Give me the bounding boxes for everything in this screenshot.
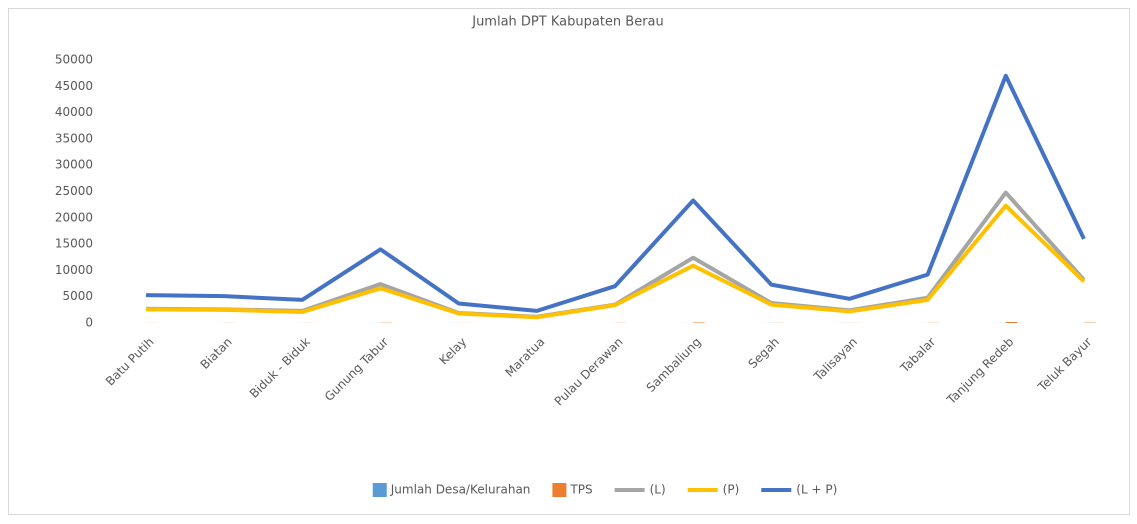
bar xyxy=(1005,322,1018,323)
legend-item: Jumlah Desa/Kelurahan xyxy=(372,483,531,497)
y-tick-label: 20000 xyxy=(55,210,93,224)
line-series xyxy=(146,73,1086,313)
legend-label: (P) xyxy=(723,483,740,497)
legend-swatch xyxy=(552,483,567,497)
line-series xyxy=(146,203,1086,320)
y-tick-label: 25000 xyxy=(55,184,93,198)
y-tick-label: 10000 xyxy=(55,263,93,277)
y-tick-label: 30000 xyxy=(55,158,93,172)
legend-item: TPS xyxy=(552,483,593,497)
legend-swatch xyxy=(372,483,387,497)
y-tick-label: 40000 xyxy=(55,105,93,119)
y-tick-label: 5000 xyxy=(62,289,93,303)
legend-item: (L + P) xyxy=(761,483,837,497)
legend-label: (L + P) xyxy=(796,483,837,497)
legend-label: Jumlah Desa/Kelurahan xyxy=(390,483,531,497)
chart-frame xyxy=(8,8,1130,515)
y-tick-label: 50000 xyxy=(55,53,93,67)
y-tick-label: 15000 xyxy=(55,237,93,251)
y-tick-label: 0 xyxy=(85,316,93,330)
chart-title: Jumlah DPT Kabupaten Berau xyxy=(471,15,664,30)
legend-item: (P) xyxy=(687,483,740,497)
legend-label: (L) xyxy=(650,483,666,497)
legend-label: TPS xyxy=(569,483,592,497)
legend-item: (L) xyxy=(614,483,666,497)
y-tick-label: 35000 xyxy=(55,131,93,145)
y-tick-label: 45000 xyxy=(55,79,93,93)
